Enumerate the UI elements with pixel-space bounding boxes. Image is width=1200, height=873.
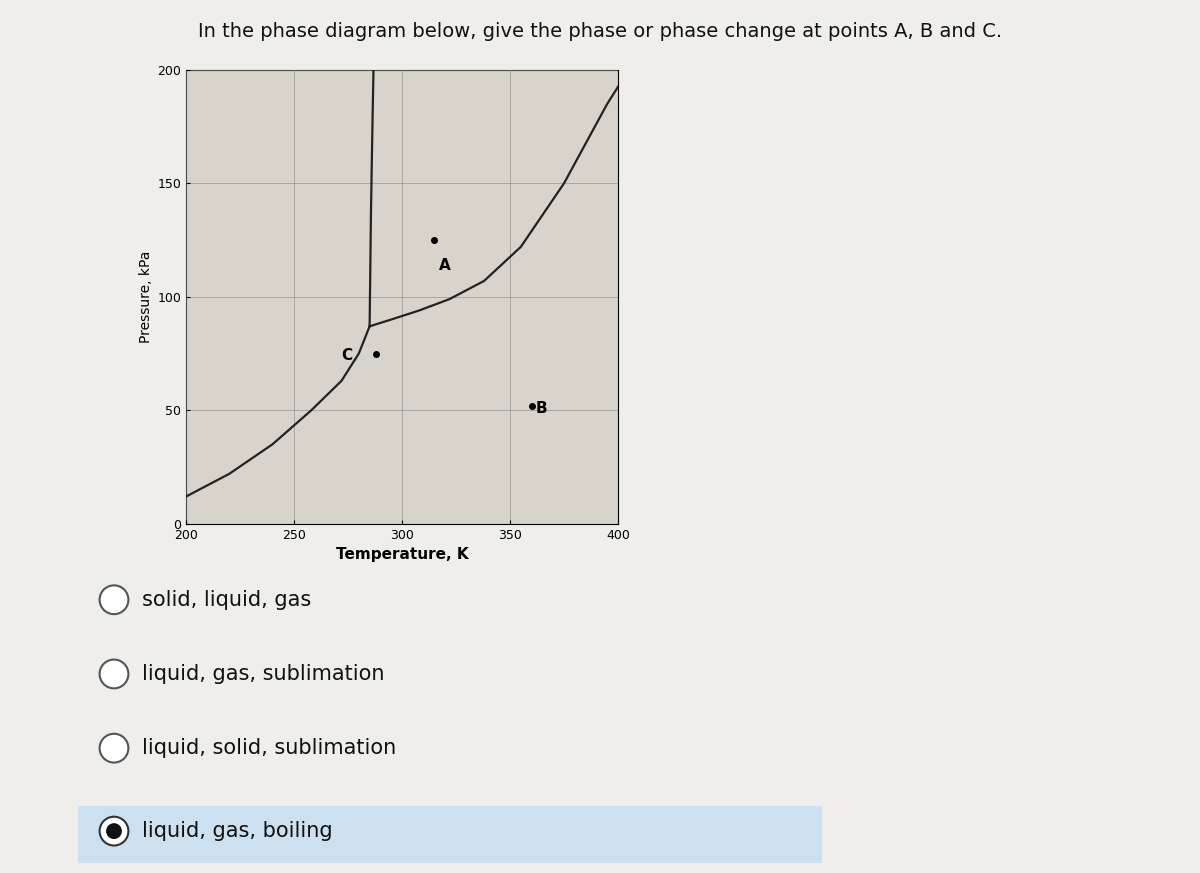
Text: A: A [439,258,450,272]
Y-axis label: Pressure, kPa: Pressure, kPa [139,251,154,343]
Text: C: C [342,348,353,363]
Text: In the phase diagram below, give the phase or phase change at points A, B and C.: In the phase diagram below, give the pha… [198,22,1002,41]
Text: liquid, gas, sublimation: liquid, gas, sublimation [142,664,384,684]
X-axis label: Temperature, K: Temperature, K [336,547,468,562]
Text: B: B [536,401,547,416]
Text: liquid, gas, boiling: liquid, gas, boiling [142,821,332,841]
Text: solid, liquid, gas: solid, liquid, gas [142,590,311,609]
Text: liquid, solid, sublimation: liquid, solid, sublimation [142,739,396,758]
